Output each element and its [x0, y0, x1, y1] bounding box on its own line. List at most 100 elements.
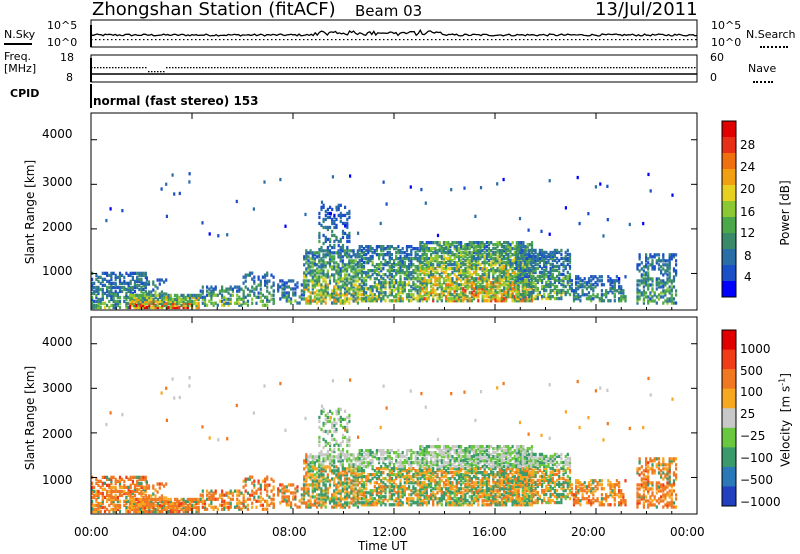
power-cell	[455, 253, 458, 257]
velocity-cell	[125, 507, 128, 512]
power-cell	[666, 277, 669, 281]
power-cell	[188, 172, 191, 176]
velocity-cell	[99, 501, 102, 506]
power-cell	[403, 271, 406, 275]
power-cell	[382, 257, 385, 261]
power-cell	[146, 299, 149, 304]
power-cell	[397, 287, 400, 291]
power-cell	[496, 291, 499, 295]
power-cell	[360, 249, 363, 253]
velocity-cell	[125, 501, 128, 506]
power-cell	[121, 273, 124, 277]
velocity-cell	[305, 455, 308, 459]
power-cell	[143, 293, 147, 298]
velocity-cell	[302, 497, 305, 501]
power-cell	[657, 253, 661, 257]
nave-dot	[136, 67, 138, 69]
power-cell	[414, 251, 417, 255]
power-cell	[479, 241, 482, 245]
power-cell	[112, 305, 115, 310]
date-label: 13/Jul/2011	[595, 0, 698, 20]
power-cell	[545, 274, 548, 279]
velocity-cell	[93, 503, 96, 508]
power-cell	[523, 268, 526, 273]
power-cell	[609, 283, 612, 287]
power-cell	[462, 293, 465, 297]
power-cell	[335, 287, 338, 291]
search-count-dot	[667, 39, 669, 41]
power-y-tick: 3000	[42, 175, 73, 189]
power-cell	[503, 285, 506, 289]
power-cell	[521, 270, 524, 275]
power-cell	[354, 263, 357, 267]
power-cell	[558, 288, 561, 293]
power-cell	[432, 295, 435, 299]
power-cell	[331, 295, 334, 299]
power-cell	[564, 284, 567, 289]
power-cell	[401, 291, 404, 295]
power-cell	[534, 282, 537, 287]
power-cell	[606, 218, 609, 222]
power-cell	[511, 299, 514, 303]
power-cell	[285, 281, 288, 285]
power-cell	[657, 257, 661, 261]
power-cell	[457, 299, 461, 303]
power-cell	[403, 261, 406, 265]
power-cell	[670, 295, 673, 299]
power-cell	[97, 287, 100, 292]
power-cell	[519, 280, 522, 285]
power-cell	[430, 265, 433, 269]
power-cell	[479, 243, 482, 247]
velocity-cell	[272, 497, 275, 501]
velocity-cell	[208, 503, 211, 507]
power-cell	[362, 297, 366, 301]
power-cell	[513, 271, 516, 275]
power-cell	[201, 221, 204, 225]
power-cell	[390, 279, 393, 283]
power-cell	[642, 265, 645, 269]
power-cell	[362, 261, 366, 265]
power-cell	[419, 293, 422, 297]
power-cell	[523, 262, 526, 267]
power-cell	[367, 251, 370, 255]
power-cell	[640, 273, 643, 277]
power-cell	[395, 269, 398, 273]
power-cell	[475, 265, 478, 269]
power-cell	[500, 255, 503, 259]
power-cell	[356, 273, 359, 277]
velocity-cell	[171, 501, 174, 506]
search-count-dot	[251, 39, 253, 41]
search-count-dot	[419, 39, 421, 41]
power-cell	[449, 287, 452, 291]
power-cell	[530, 282, 533, 287]
power-cell	[154, 290, 157, 294]
power-cell	[496, 251, 499, 255]
power-cell	[110, 287, 113, 292]
power-cell	[339, 287, 342, 291]
power-cell	[492, 259, 495, 263]
velocity-cell	[101, 483, 104, 487]
velocity-cell	[201, 493, 204, 497]
velocity-cell	[93, 507, 96, 512]
search-count-dot	[475, 39, 477, 41]
power-cell	[479, 255, 482, 259]
power-cell	[385, 202, 388, 206]
power-cell	[485, 257, 488, 261]
velocity-cell	[305, 461, 308, 465]
nave-dot	[637, 67, 639, 69]
velocity-y-tick: 4000	[42, 335, 73, 349]
power-cell	[455, 261, 458, 265]
power-cell	[311, 271, 314, 275]
search-count-dot	[675, 39, 677, 41]
power-cell	[110, 281, 113, 285]
power-cell	[176, 301, 179, 306]
power-cell	[136, 277, 139, 281]
power-cell	[492, 291, 495, 295]
power-cell	[462, 247, 465, 251]
power-cell	[324, 239, 327, 244]
power-cell	[412, 275, 415, 279]
velocity-cell	[242, 485, 245, 489]
power-cell	[421, 265, 424, 269]
power-cell	[568, 284, 572, 289]
velocity-cell	[165, 499, 168, 504]
